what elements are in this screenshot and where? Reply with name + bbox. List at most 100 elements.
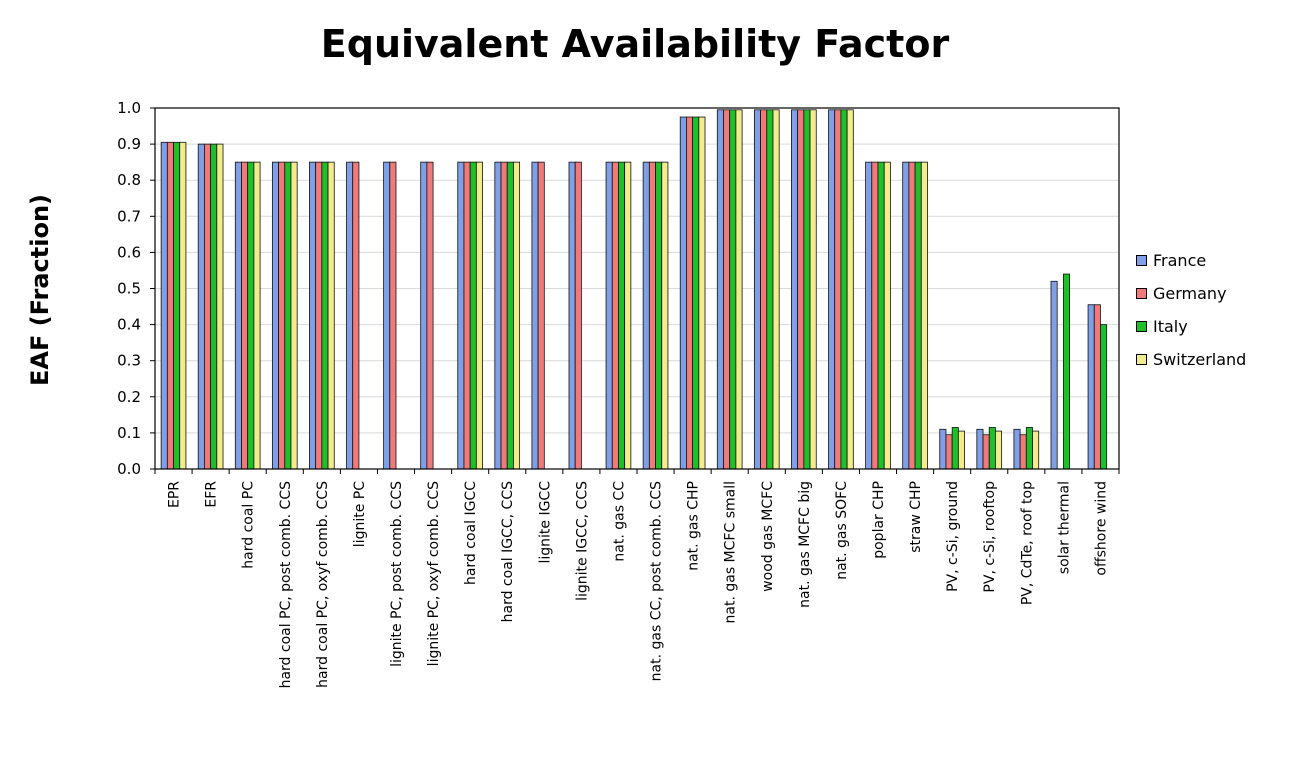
bar-germany <box>537 161 545 470</box>
bar-italy <box>506 161 514 470</box>
bar-switzerland <box>290 161 298 470</box>
y-tick-label: 0.3 <box>117 352 141 370</box>
bar-france <box>160 141 168 470</box>
bar-switzerland <box>1032 430 1040 470</box>
bar-italy <box>1100 324 1108 470</box>
legend-label: Italy <box>1153 317 1188 336</box>
category-label: solar thermal <box>1056 481 1072 574</box>
bar-switzerland <box>957 430 965 470</box>
category-label: nat. gas SOFC <box>834 481 850 580</box>
category-label: wood gas MCFC <box>760 481 776 592</box>
category-label: nat. gas CC, post comb. CCS <box>649 481 665 681</box>
bar-switzerland <box>475 161 483 470</box>
category-label: PV, c-Si, rooftop <box>982 481 998 593</box>
legend-swatch <box>1136 354 1147 365</box>
bar-france <box>679 116 687 470</box>
bar-italy <box>951 427 959 470</box>
bar-switzerland <box>883 161 891 470</box>
category-label: poplar CHP <box>871 481 887 559</box>
legend-swatch <box>1136 288 1147 299</box>
category-label: PV, c-Si, ground <box>945 481 961 592</box>
bar-france <box>383 161 391 470</box>
category-label: EPR <box>167 481 183 508</box>
bar-germany <box>723 109 731 470</box>
y-tick-label: 1.0 <box>117 99 141 117</box>
y-tick-label: 0.9 <box>117 135 141 153</box>
bar-germany <box>908 161 916 470</box>
legend-item: Germany <box>1136 277 1246 310</box>
bar-france <box>1050 280 1058 470</box>
legend-label: Switzerland <box>1153 350 1247 369</box>
bar-italy <box>1062 273 1070 470</box>
category-label: lignite IGCC, CCS <box>574 481 590 601</box>
bar-italy <box>729 109 737 470</box>
bar-france <box>753 109 761 470</box>
gridlines <box>155 107 1119 434</box>
category-label: hard coal IGCC <box>463 481 479 585</box>
category-label: hard coal PC, oxyf comb. CCS <box>315 481 331 688</box>
bars <box>160 109 1108 470</box>
bar-germany <box>315 161 323 470</box>
bar-france <box>902 161 910 470</box>
bar-france <box>234 161 242 470</box>
bar-italy <box>321 161 329 470</box>
legend-swatch <box>1136 321 1147 332</box>
legend-item: France <box>1136 244 1246 277</box>
bar-italy <box>247 161 255 470</box>
bar-germany <box>389 161 397 470</box>
y-tick-label: 0.1 <box>117 424 141 442</box>
bar-france <box>865 161 873 470</box>
bar-germany <box>945 434 953 470</box>
category-label: lignite PC <box>352 481 368 547</box>
bar-switzerland <box>216 143 224 470</box>
bar-italy <box>692 116 700 470</box>
y-tick-label: 0.6 <box>117 243 141 261</box>
bar-italy <box>618 161 626 470</box>
bar-germany <box>278 161 286 470</box>
bar-switzerland <box>179 141 187 470</box>
bar-germany <box>1019 434 1027 470</box>
bar-france <box>1087 304 1095 470</box>
bar-france <box>976 428 984 470</box>
bar-italy <box>210 143 218 470</box>
bar-switzerland <box>809 109 817 470</box>
legend-swatch <box>1136 255 1147 266</box>
bar-france <box>346 161 354 470</box>
bar-france <box>531 161 539 470</box>
bar-switzerland <box>624 161 632 470</box>
chart-title: Equivalent Availability Factor <box>320 22 950 66</box>
category-labels: EPR EFR hard coal PC hard coal PC, post com… <box>154 469 1120 689</box>
y-tick-label: 0.8 <box>117 171 141 189</box>
bar-italy <box>655 161 663 470</box>
bar-germany <box>871 161 879 470</box>
bar-italy <box>469 161 477 470</box>
bar-france <box>420 161 428 470</box>
bar-france <box>197 143 205 470</box>
category-label: EFR <box>204 481 220 508</box>
bar-germany <box>500 161 508 470</box>
category-label: nat. gas MCFC small <box>723 481 739 623</box>
bar-germany <box>204 143 212 470</box>
y-tick-label: 0.4 <box>117 316 141 334</box>
bar-switzerland <box>920 161 928 470</box>
category-label: lignite IGCC <box>537 481 553 564</box>
bar-germany <box>241 161 249 470</box>
bar-france <box>939 428 947 470</box>
bar-germany <box>611 161 619 470</box>
bar-italy <box>284 161 292 470</box>
category-label: hard coal PC <box>241 481 257 569</box>
bar-italy <box>877 161 885 470</box>
bar-france <box>605 161 613 470</box>
category-label: hard coal PC, post comb. CCS <box>278 481 294 689</box>
bar-france <box>791 109 799 470</box>
bar-italy <box>914 161 922 470</box>
category-label: lignite PC, oxyf comb. CCS <box>426 481 442 666</box>
legend-item: Switzerland <box>1136 343 1246 376</box>
bar-germany <box>426 161 434 470</box>
bar-france <box>457 161 465 470</box>
legend: France Germany Italy Switzerland <box>1136 244 1246 376</box>
category-label: hard coal IGCC, CCS <box>500 481 516 622</box>
y-tick-label: 0.5 <box>117 280 141 298</box>
legend-item: Italy <box>1136 310 1246 343</box>
bar-france <box>271 161 279 470</box>
